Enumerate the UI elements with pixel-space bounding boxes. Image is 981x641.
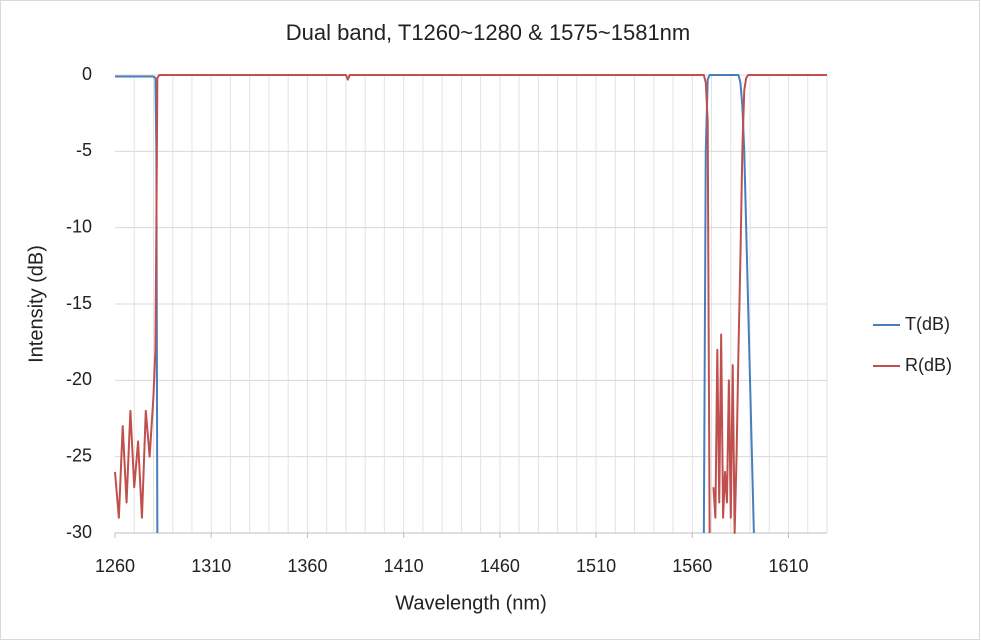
series-line: [114, 74, 827, 534]
legend-label: T(dB): [905, 314, 950, 334]
y-axis-label: Intensity (dB): [25, 245, 47, 363]
x-tick-label: 1510: [576, 556, 616, 576]
x-tick-label: 1560: [672, 556, 712, 576]
x-axis-label: Wavelength (nm): [395, 592, 547, 614]
x-tick-label: 1310: [191, 556, 231, 576]
y-tick-label: -15: [66, 293, 92, 313]
y-tick-label: -10: [66, 216, 92, 236]
y-tick-label: 0: [82, 64, 92, 84]
y-tick-label: -25: [66, 445, 92, 465]
series-line: [115, 74, 755, 534]
legend-label: R(dB): [905, 355, 952, 375]
x-tick-label: 1360: [287, 556, 327, 576]
x-tick-label: 1460: [480, 556, 520, 576]
x-tick-label: 1260: [95, 556, 135, 576]
y-tick-label: -5: [76, 140, 92, 160]
x-tick-label: 1410: [384, 556, 424, 576]
y-tick-label: -20: [66, 369, 92, 389]
y-tick-label: -30: [66, 522, 92, 542]
plot-area: [114, 74, 827, 534]
chart-title: Dual band, T1260~1280 & 1575~1581nm: [286, 20, 691, 45]
x-tick-label: 1610: [768, 556, 808, 576]
